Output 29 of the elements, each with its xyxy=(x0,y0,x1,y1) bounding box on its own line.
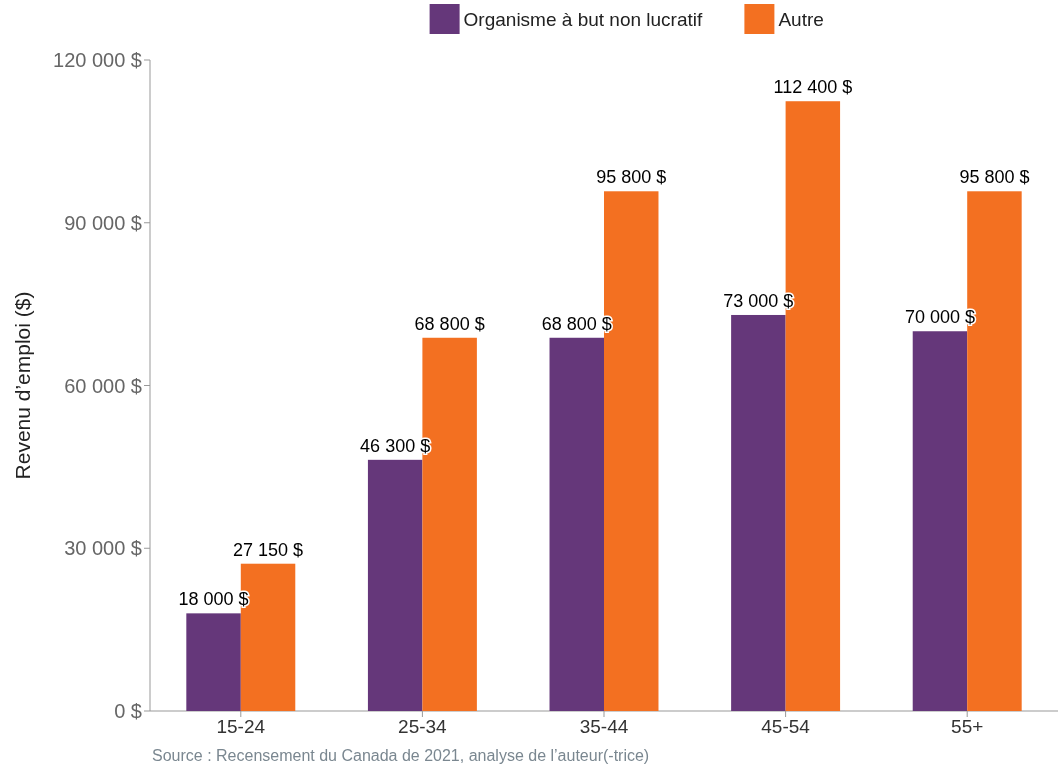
bar xyxy=(186,613,241,711)
data-label: 68 800 $ xyxy=(414,313,485,334)
x-tick-label: 35-44 xyxy=(579,716,629,737)
x-tick-label: 15-24 xyxy=(216,716,266,737)
data-label: 95 800 $ xyxy=(596,167,667,188)
y-tick-label: 60 000 $ xyxy=(64,374,142,397)
legend-label: Autre xyxy=(778,8,824,30)
source-note: Source : Recensement du Canada de 2021, analyse de l’auteur(-trice) xyxy=(152,747,650,764)
data-label: 112 400 $ xyxy=(773,77,853,98)
y-tick-label: 30 000 $ xyxy=(64,537,142,560)
bar xyxy=(367,459,423,711)
y-tick-label: 90 000 $ xyxy=(64,211,142,234)
y-tick-label: 0 $ xyxy=(114,700,142,722)
bar xyxy=(422,337,477,711)
x-tick-label: 25-34 xyxy=(398,716,448,737)
y-axis-title: Revenu d’emploi ($) xyxy=(11,291,34,480)
bar xyxy=(731,314,786,711)
bar xyxy=(912,331,968,711)
bar xyxy=(604,191,659,711)
bar xyxy=(549,337,604,711)
x-tick-label: 45-54 xyxy=(761,716,811,737)
legend-label: Organisme à but non lucratif xyxy=(463,8,703,30)
y-tick-label: 120 000 $ xyxy=(53,49,142,71)
data-label: 27 150 $ xyxy=(233,539,304,560)
bar xyxy=(967,191,1022,711)
bar xyxy=(240,563,296,711)
x-tick-label: 55+ xyxy=(951,716,984,737)
bar xyxy=(785,101,841,711)
data-label: 95 800 $ xyxy=(959,167,1030,188)
